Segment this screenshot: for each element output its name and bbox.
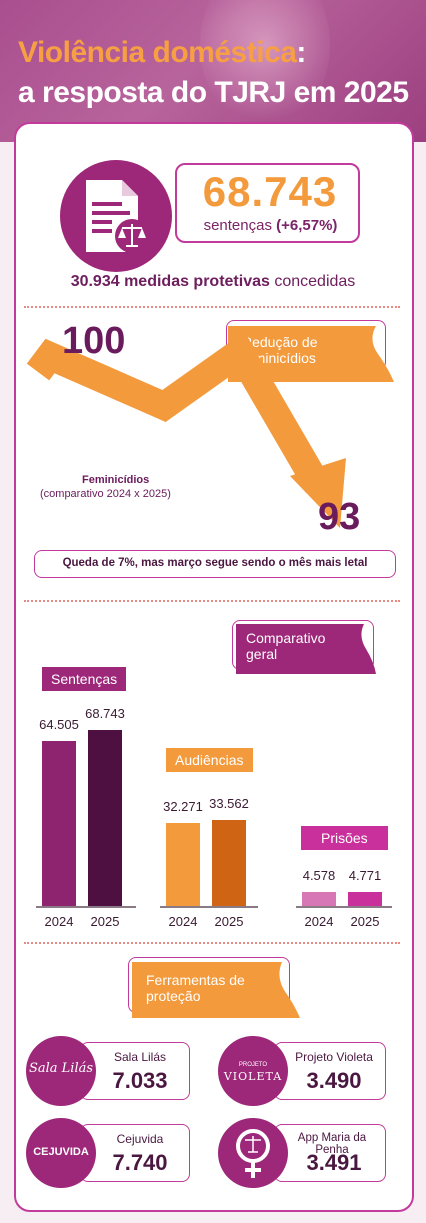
header-photo-glow bbox=[200, 0, 330, 130]
title-line-2: a resposta do TJRJ em 2025 bbox=[18, 76, 409, 109]
divider bbox=[24, 600, 400, 602]
tool-box-cejuvida bbox=[80, 1124, 190, 1182]
projeto-violeta-logo: PROJETO VIOLETA bbox=[218, 1036, 288, 1106]
bar-audiencias-2024 bbox=[166, 823, 200, 906]
value-label-audiencias-2025: 33.562 bbox=[209, 796, 249, 812]
sala-lilas-logo-text: Sala Lilás bbox=[28, 1061, 94, 1076]
value-label-prisoes-2024: 4.578 bbox=[302, 868, 336, 883]
sentencas-total: 68.743 bbox=[202, 168, 338, 215]
tool-box-sala-lilas bbox=[80, 1042, 190, 1100]
tool-box-projeto-violeta bbox=[274, 1042, 386, 1100]
feminicidios-tag-shape bbox=[228, 326, 394, 382]
decline-arrow bbox=[26, 331, 346, 528]
projeto-violeta-logo-small: PROJETO bbox=[238, 1062, 268, 1068]
venus-scales-icon bbox=[218, 1118, 288, 1188]
chart-title-prisoes: Prisões bbox=[301, 826, 388, 850]
feminicidios-2024: 100 bbox=[62, 320, 126, 362]
axis-sentencas bbox=[36, 906, 136, 908]
tick-label-prisoes-2024: 2024 bbox=[304, 914, 334, 929]
bar-audiencias-2025 bbox=[212, 820, 246, 906]
tick-label-prisoes-2025: 2025 bbox=[350, 914, 380, 929]
tool-name-projeto-violeta: Projeto Violeta bbox=[295, 1050, 373, 1064]
comparativo-tag: Comparativo geral bbox=[246, 630, 326, 662]
sala-lilas-logo: Sala Lilás bbox=[26, 1036, 96, 1106]
bar-prisoes-2025 bbox=[348, 892, 382, 906]
bar-sentencas-2024 bbox=[42, 740, 76, 906]
tick-label-audiencias-2025: 2025 bbox=[214, 914, 244, 929]
cejuvida-logo: CEJUVIDA bbox=[26, 1118, 96, 1188]
axis-prisoes bbox=[296, 906, 392, 908]
bar-prisoes-2024 bbox=[302, 892, 336, 906]
tool-name-app-maria-da-penha: App Maria da Penha bbox=[297, 1132, 367, 1156]
axis-audiencias bbox=[160, 906, 258, 908]
tool-value-sala-lilas: 7.033 bbox=[112, 1068, 168, 1093]
feminicidios-note: Queda de 7%, mas março segue sendo o mês… bbox=[34, 550, 396, 578]
comparativo-tag-shape bbox=[236, 624, 376, 674]
medidas-protetivas: 30.934 medidas protetivas concedidas bbox=[70, 273, 356, 290]
tick-label-audiencias-2024: 2024 bbox=[168, 914, 198, 929]
cejuvida-logo-text: CEJUVIDA bbox=[33, 1146, 89, 1158]
tool-value-app-maria-da-penha: 3.491 bbox=[306, 1150, 362, 1175]
divider bbox=[24, 306, 400, 308]
value-label-prisoes-2025: 4.771 bbox=[348, 868, 382, 883]
title-line-1: Violência doméstica: bbox=[18, 36, 306, 69]
value-label-sentencas-2025: 68.743 bbox=[85, 706, 125, 721]
tick-label-sentencas-2024: 2024 bbox=[44, 914, 74, 929]
tool-name-cejuvida: Cejuvida bbox=[116, 1132, 164, 1146]
feminicidios-2025: 93 bbox=[318, 496, 361, 538]
feminicidios-sublabel: (comparativo 2024 x 2025) bbox=[40, 488, 171, 500]
divider bbox=[24, 942, 400, 944]
sentencas-label: sentenças (+6,57%) bbox=[203, 217, 338, 234]
chart-title-audiencias: Audiências bbox=[166, 748, 253, 772]
tool-name-sala-lilas: Sala Lilás bbox=[113, 1050, 167, 1064]
header-banner: Violência doméstica: a resposta do TJRJ … bbox=[0, 0, 426, 142]
tick-label-sentencas-2025: 2025 bbox=[90, 914, 120, 929]
chart-title-sentencas: Sentenças bbox=[42, 667, 127, 691]
ferramentas-tag-shape bbox=[132, 962, 300, 1018]
value-label-audiencias-2024: 32.271 bbox=[163, 799, 203, 815]
feminicidios-label: Feminicídios bbox=[82, 474, 150, 486]
document-scales-icon bbox=[60, 160, 172, 272]
ferramentas-tag: Ferramentas de proteção bbox=[146, 972, 245, 1004]
bar-sentencas-2025 bbox=[88, 730, 122, 906]
projeto-violeta-logo-text: VIOLETA bbox=[223, 1070, 283, 1083]
tool-value-projeto-violeta: 3.490 bbox=[306, 1068, 362, 1093]
value-label-sentencas-2024: 64.505 bbox=[39, 716, 79, 732]
sentencas-highlight-box bbox=[175, 163, 360, 243]
tool-value-cejuvida: 7.740 bbox=[112, 1150, 168, 1175]
